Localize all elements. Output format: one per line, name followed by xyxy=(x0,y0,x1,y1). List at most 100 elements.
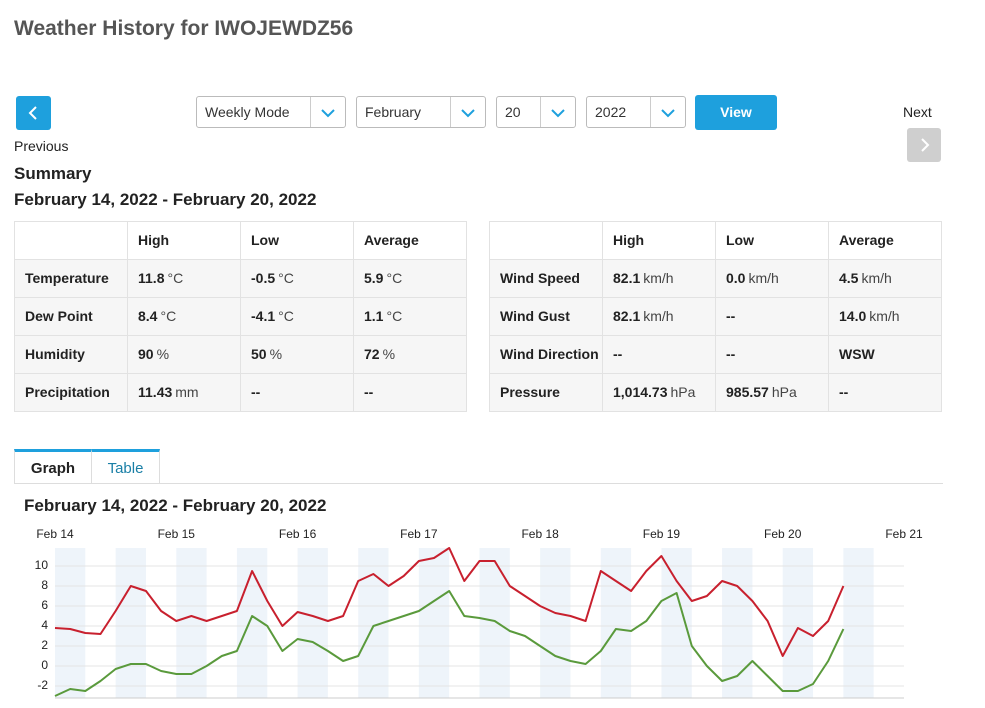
table-row: Wind Speed 82.1 km/h 0.0 km/h 4.5 km/h xyxy=(490,260,942,298)
time-band xyxy=(176,548,207,698)
time-band xyxy=(479,548,510,698)
table-cell: 90% xyxy=(128,336,241,374)
cell-value: WSW xyxy=(839,346,875,362)
year-dropdown[interactable]: 2022 xyxy=(586,96,686,128)
header-cell xyxy=(490,222,603,260)
table-row: Precipitation 11.43 mm -- -- xyxy=(15,374,467,412)
header-row: High Low Average xyxy=(15,222,467,260)
cell-value: -0.5 xyxy=(251,270,276,286)
table-cell: 1.1 °C xyxy=(354,298,467,336)
table-cell: -- xyxy=(716,298,829,336)
table-cell: 11.8 °C xyxy=(128,260,241,298)
cell-unit: °C xyxy=(278,308,294,324)
time-band xyxy=(661,548,692,698)
cell-value: 985.57 xyxy=(726,384,769,400)
cell-value: -- xyxy=(364,384,374,400)
cell-unit: km/h xyxy=(643,270,674,286)
view-button[interactable]: View xyxy=(695,95,777,130)
row-label: Pressure xyxy=(490,374,603,412)
cell-unit: mm xyxy=(175,384,199,400)
month-dropdown[interactable]: February xyxy=(356,96,486,128)
cell-value: -- xyxy=(726,308,736,324)
x-tick-label: Feb 14 xyxy=(36,527,74,541)
cell-value: 11.43 xyxy=(138,384,173,400)
series-line xyxy=(54,590,845,697)
cell-value: 5.9 xyxy=(364,270,384,286)
dropdown-arrow xyxy=(321,109,335,118)
y-tick-label: 4 xyxy=(41,618,48,632)
cell-value: 8.4 xyxy=(138,308,158,324)
table-cell: 14.0 km/h xyxy=(829,298,942,336)
table-cell: -4.1 °C xyxy=(241,298,354,336)
dropdown-arrow xyxy=(551,109,565,118)
mode-dropdown[interactable]: Weekly Mode xyxy=(196,96,346,128)
cell-unit: hPa xyxy=(771,384,797,400)
x-tick-label: Feb 19 xyxy=(643,527,681,541)
cell-value: 90 xyxy=(138,346,154,362)
mode-value: Weekly Mode xyxy=(205,104,290,120)
column-header: Average xyxy=(354,222,467,260)
x-tick-label: Feb 20 xyxy=(764,527,802,541)
row-label: Humidity xyxy=(15,336,128,374)
cell-unit: % xyxy=(382,346,396,362)
dropdown-arrow xyxy=(461,109,475,118)
cell-unit: °C xyxy=(386,270,403,286)
table-cell: -- xyxy=(829,374,942,412)
tab-divider xyxy=(14,483,943,484)
series-line xyxy=(54,547,845,657)
cell-value: 50 xyxy=(251,346,267,362)
cell-unit: % xyxy=(269,346,283,362)
summary-title: Summary xyxy=(14,164,92,183)
y-tick-label: 10 xyxy=(35,558,49,572)
table-cell: 5.9 °C xyxy=(354,260,467,298)
cell-value: 82.1 xyxy=(613,308,641,324)
chart-title: February 14, 2022 - February 20, 2022 xyxy=(24,496,327,515)
header-cell xyxy=(15,222,128,260)
x-tick-label: Feb 21 xyxy=(885,527,923,541)
time-band xyxy=(540,548,571,698)
table-cell: -- xyxy=(241,374,354,412)
table-cell: 82.1 km/h xyxy=(603,298,716,336)
y-tick-label: 0 xyxy=(41,658,48,672)
cell-value: 11.8 xyxy=(138,270,165,286)
time-band xyxy=(600,548,632,698)
table-cell: -- xyxy=(716,336,829,374)
y-tick-label: 6 xyxy=(41,598,48,612)
next-label[interactable]: Next xyxy=(903,104,932,120)
time-band xyxy=(418,548,450,698)
table-row: Humidity 90% 50% 72% xyxy=(15,336,467,374)
cell-unit: km/h xyxy=(869,308,900,324)
cell-value: -4.1 xyxy=(251,308,276,324)
table-row: Pressure 1,014.73 hPa 985.57 hPa -- xyxy=(490,374,942,412)
table-row: Wind Direction -- -- WSW xyxy=(490,336,942,374)
cell-value: -- xyxy=(839,384,849,400)
table-cell: -- xyxy=(354,374,467,412)
next-button[interactable] xyxy=(907,128,941,162)
y-tick-label: -2 xyxy=(37,678,48,692)
year-value: 2022 xyxy=(595,104,627,120)
table-cell: 50% xyxy=(241,336,354,374)
graph-tab[interactable]: Graph xyxy=(14,449,92,483)
row-label: Dew Point xyxy=(15,298,128,336)
chevron-right xyxy=(921,138,930,152)
cell-value: 4.5 xyxy=(839,270,859,286)
previous-button[interactable] xyxy=(16,96,51,130)
table-cell: 82.1 km/h xyxy=(603,260,716,298)
cell-value: -- xyxy=(726,346,736,362)
row-label: Wind Gust xyxy=(490,298,603,336)
column-header: High xyxy=(603,222,716,260)
column-header: Low xyxy=(241,222,354,260)
day-dropdown[interactable]: 20 xyxy=(496,96,576,128)
x-tick-label: Feb 16 xyxy=(279,527,317,541)
column-header: Average xyxy=(829,222,942,260)
cell-value: 72 xyxy=(364,346,380,362)
table-cell: WSW xyxy=(829,336,942,374)
cell-value: -- xyxy=(613,346,623,362)
x-tick-label: Feb 15 xyxy=(158,527,196,541)
previous-label[interactable]: Previous xyxy=(14,138,69,154)
time-band xyxy=(782,548,814,698)
column-header: Low xyxy=(716,222,829,260)
row-label: Temperature xyxy=(15,260,128,298)
table-tab[interactable]: Table xyxy=(91,449,160,483)
